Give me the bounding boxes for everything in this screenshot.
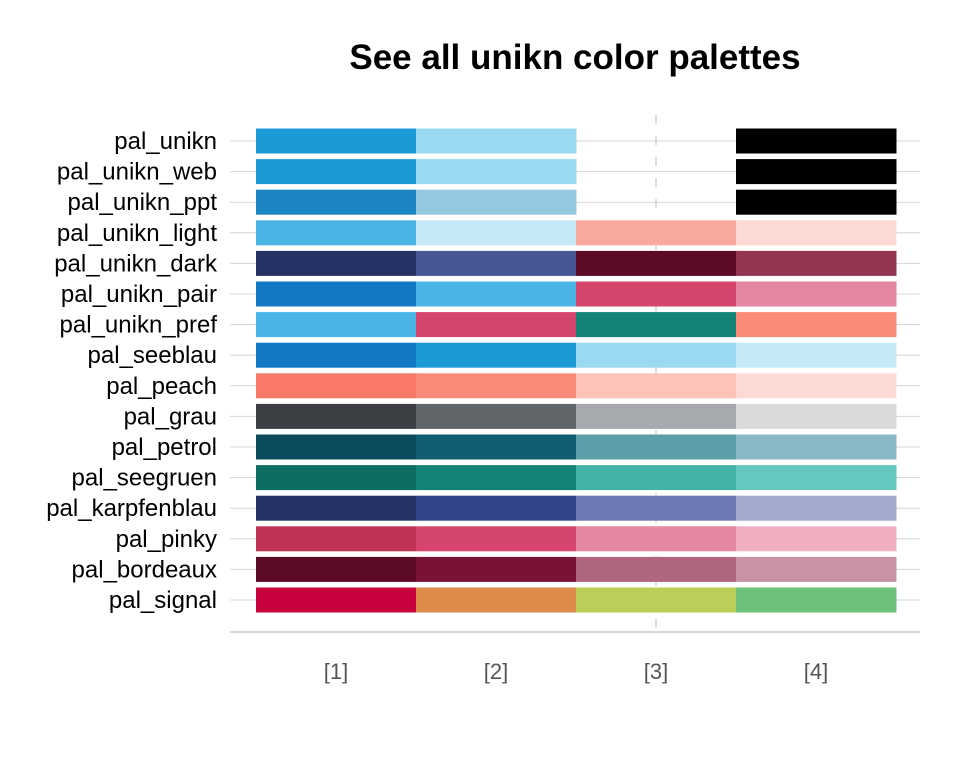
y-tick-label: pal_seegruen [72,465,217,492]
color-cell [736,128,897,154]
y-tick-label: pal_seeblau [88,342,217,369]
color-cell [576,556,737,582]
color-cell [576,250,737,276]
color-cell [576,220,737,246]
color-cell [576,434,737,460]
color-cell [416,342,577,368]
color-cell [256,189,417,215]
x-tick-label: [3] [644,659,668,684]
color-cell [576,495,737,521]
color-cell [416,128,577,154]
color-cell [256,342,417,368]
color-cell [736,434,897,460]
color-cell [416,250,577,276]
y-tick-label: pal_unikn_web [57,159,217,186]
color-cell [736,495,897,521]
color-cell [256,434,417,460]
color-cell [736,403,897,429]
color-cell [256,556,417,582]
color-cell [576,312,737,338]
color-cell [736,159,897,185]
x-tick-label: [4] [804,659,828,684]
y-tick-label: pal_petrol [112,434,217,461]
color-cell [576,465,737,491]
x-tick-label: [1] [324,659,348,684]
color-cell [416,495,577,521]
y-tick-label: pal_unikn_ppt [68,189,218,216]
color-cell [416,465,577,491]
color-cell [736,556,897,582]
color-cell [736,281,897,307]
color-cell [576,342,737,368]
color-cell [576,587,737,613]
chart-title: See all unikn color palettes [349,38,801,77]
x-tick-label: [2] [484,659,508,684]
color-cell [736,312,897,338]
y-tick-label: pal_karpfenblau [46,495,217,522]
color-cell [576,373,737,399]
color-cell [416,587,577,613]
color-cell [736,220,897,246]
color-cell [256,373,417,399]
color-cell [576,403,737,429]
color-cell [416,281,577,307]
color-cell [416,312,577,338]
y-tick-label: pal_bordeaux [72,556,217,583]
color-cell [736,465,897,491]
color-cell [256,250,417,276]
color-cell [416,159,577,185]
color-cell [256,220,417,246]
color-cell [416,189,577,215]
y-tick-label: pal_unikn_pair [61,281,217,308]
y-tick-label: pal_unikn_dark [54,250,218,277]
color-cell [256,526,417,552]
color-cell [256,495,417,521]
color-cell [256,159,417,185]
color-cell [736,526,897,552]
color-cell [736,342,897,368]
y-tick-label: pal_unikn_light [57,220,217,247]
color-cell [736,189,897,215]
color-cell [256,403,417,429]
y-tick-label: pal_unikn [114,128,217,155]
color-cell [576,281,737,307]
color-cell [416,434,577,460]
color-cell [256,281,417,307]
color-cell [256,465,417,491]
color-cell [416,373,577,399]
color-cell [736,587,897,613]
color-cell [736,373,897,399]
y-tick-label: pal_pinky [116,526,217,553]
y-tick-label: pal_signal [109,587,217,614]
color-cell [736,250,897,276]
color-cell [576,526,737,552]
color-cell [256,312,417,338]
y-tick-label: pal_unikn_pref [60,312,218,339]
color-cell [416,556,577,582]
color-cell [416,220,577,246]
color-cell [256,128,417,154]
y-tick-label: pal_peach [106,373,217,400]
color-cell [416,526,577,552]
color-cell [256,587,417,613]
color-cell [416,403,577,429]
y-tick-label: pal_grau [124,403,217,430]
